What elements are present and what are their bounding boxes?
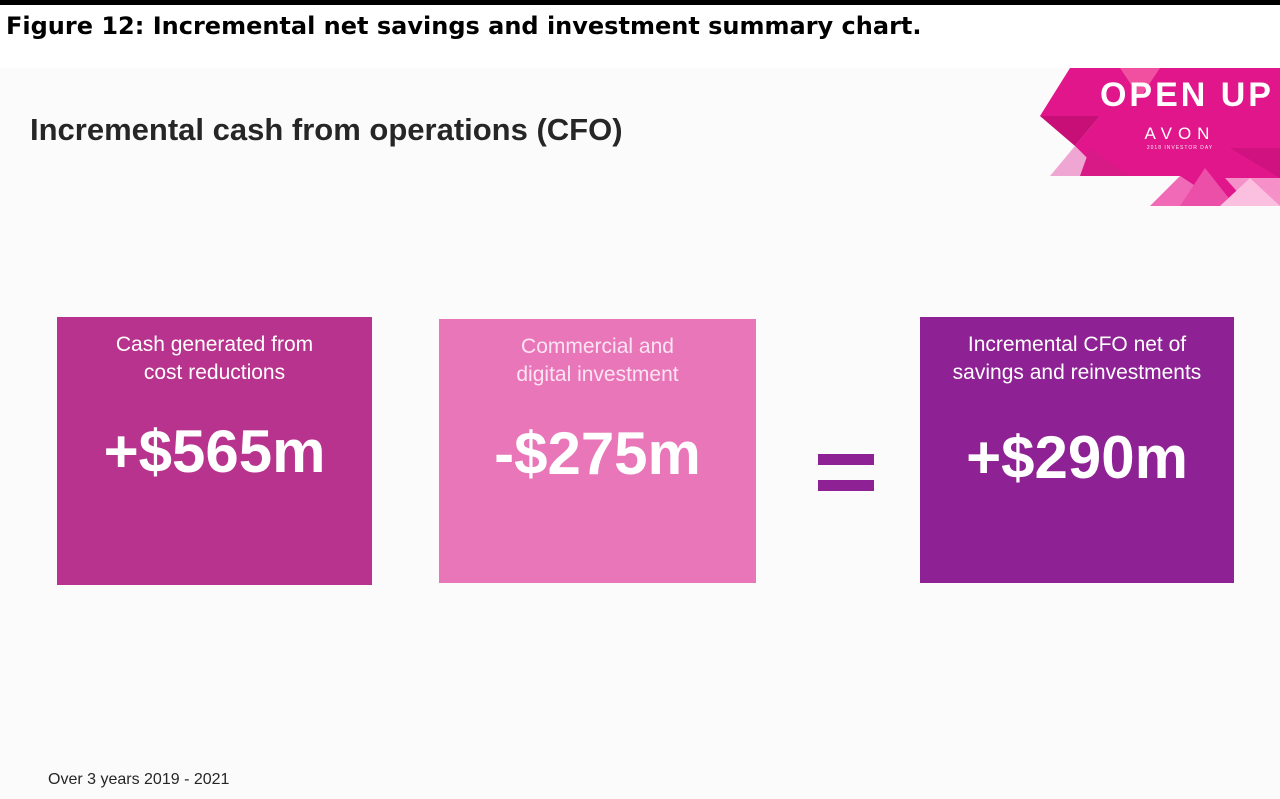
box-label-line: savings and reinvestments <box>952 361 1202 384</box>
box-label: Commercial and digital investment <box>439 333 756 389</box>
logo-investor-day-text: 2018 INVESTOR DAY <box>1146 145 1214 151</box>
slide-title: Incremental cash from operations (CFO) <box>30 112 623 147</box>
footnote: Over 3 years 2019 - 2021 <box>48 771 230 788</box>
box-value: -$275m <box>494 420 701 487</box>
equals-bar <box>818 480 874 491</box>
box-value: +$565m <box>103 418 326 485</box>
box-label-line: Incremental CFO net of <box>967 333 1187 356</box>
box-label-line: Commercial and <box>521 335 674 358</box>
figure-caption: Figure 12: Incremental net savings and i… <box>6 12 922 40</box>
commercial-investment-box: Commercial and digital investment -$275m <box>439 319 756 583</box>
open-up-avon-logo: OPEN UP AVON 2018 INVESTOR DAY <box>1030 68 1280 208</box>
slide: Incremental cash from operations (CFO) O… <box>0 68 1280 799</box>
equals-sign-icon <box>818 454 874 492</box>
box-label: Incremental CFO net of savings and reinv… <box>920 331 1234 387</box>
logo-avon-text: AVON <box>1144 124 1216 143</box>
box-label-line: Cash generated from <box>115 333 314 356</box>
net-cfo-box: Incremental CFO net of savings and reinv… <box>920 317 1234 583</box>
equals-bar <box>818 454 874 465</box>
box-label-line: digital investment <box>516 363 679 386</box>
logo-open-up-text: OPEN UP <box>1099 76 1274 114</box>
box-label-line: cost reductions <box>143 361 286 384</box>
box-value: +$290m <box>966 424 1188 491</box>
cost-reductions-box: Cash generated from cost reductions +$56… <box>57 317 372 585</box>
box-label: Cash generated from cost reductions <box>57 331 372 387</box>
top-rule <box>0 0 1280 5</box>
logo-triangles-graphic <box>1040 68 1280 206</box>
